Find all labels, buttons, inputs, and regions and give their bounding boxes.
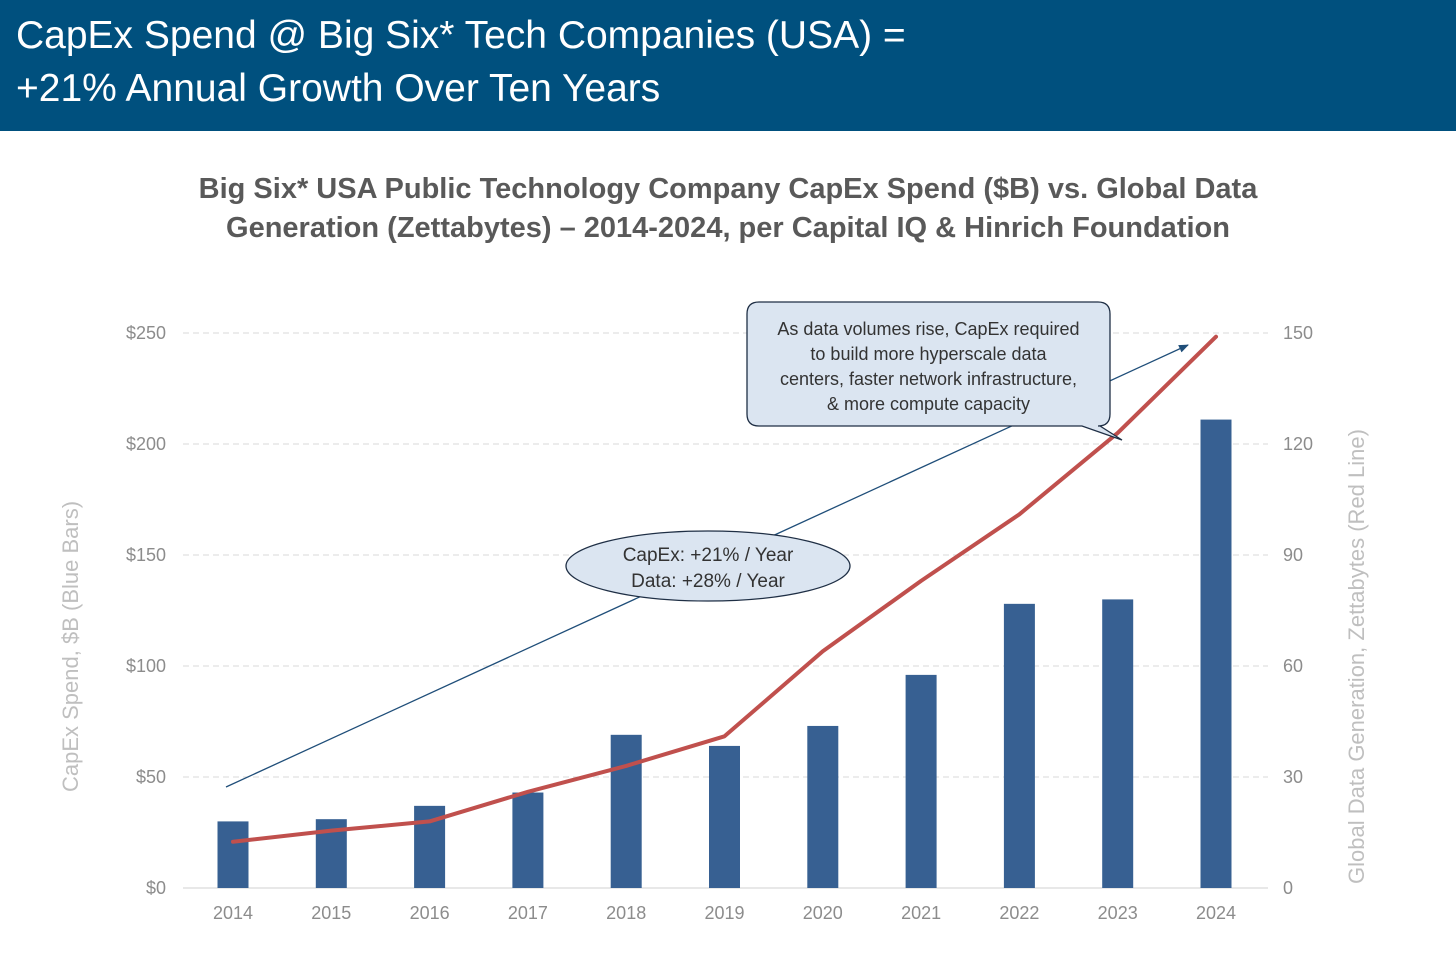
capex-bar [709, 745, 740, 888]
x-tick-label: 2023 [1098, 903, 1138, 923]
capex-bar [807, 725, 839, 888]
y-tick-label: $250 [126, 323, 166, 343]
y2-axis-label: Global Data Generation, Zettabytes (Red … [1344, 429, 1369, 884]
y-tick-label: $150 [126, 545, 166, 565]
y2-tick-label: 60 [1283, 656, 1303, 676]
capex-bar [1200, 419, 1232, 888]
x-tick-label: 2024 [1196, 903, 1236, 923]
callout-text-line: As data volumes rise, CapEx required [777, 319, 1079, 339]
callout-text-line: centers, faster network infrastructure, [780, 369, 1077, 389]
growth-text-line: Data: +28% / Year [631, 571, 785, 592]
x-tick-label: 2018 [606, 903, 646, 923]
y2-tick-label: 90 [1283, 545, 1303, 565]
x-tick-label: 2019 [704, 903, 744, 923]
capex-bar [512, 792, 544, 888]
y2-tick-label: 120 [1283, 434, 1313, 454]
x-tick-label: 2021 [901, 903, 941, 923]
x-tick-label: 2016 [410, 903, 450, 923]
header-title-line-2: +21% Annual Growth Over Ten Years [16, 67, 661, 110]
y-tick-label: $100 [126, 656, 166, 676]
capex-bar [1003, 603, 1035, 888]
y-tick-label: $0 [146, 878, 166, 898]
capex-bar [1102, 599, 1134, 888]
growth-ellipse [565, 530, 851, 602]
x-tick-label: 2020 [803, 903, 843, 923]
x-tick-label: 2022 [999, 903, 1039, 923]
y2-tick-label: 150 [1283, 323, 1313, 343]
x-tick-label: 2017 [508, 903, 548, 923]
x-tick-label: 2015 [311, 903, 351, 923]
y-tick-label: $50 [136, 767, 166, 787]
header-title-line-1: CapEx Spend @ Big Six* Tech Companies (U… [16, 14, 906, 57]
chart-title: Big Six* USA Public Technology Company C… [60, 170, 1396, 248]
chart-title-line-2: Generation (Zettabytes) – 2014-2024, per… [226, 212, 1230, 244]
y2-tick-label: 30 [1283, 767, 1303, 787]
callout-text-line: & more compute capacity [827, 394, 1030, 414]
chart-title-line-1: Big Six* USA Public Technology Company C… [198, 173, 1258, 205]
header-banner: CapEx Spend @ Big Six* Tech Companies (U… [0, 0, 1456, 131]
y-tick-label: $200 [126, 434, 166, 454]
callout-text-line: to build more hyperscale data [810, 344, 1047, 364]
callout-box [746, 301, 1123, 441]
y-axis-label: CapEx Spend, $B (Blue Bars) [58, 501, 83, 792]
growth-text-line: CapEx: +21% / Year [623, 545, 794, 566]
capex-bar [217, 821, 249, 888]
x-tick-label: 2014 [213, 903, 253, 923]
capex-bar [905, 674, 937, 888]
y2-tick-label: 0 [1283, 878, 1293, 898]
capex-bar [610, 734, 642, 888]
data-generation-line [231, 334, 1218, 844]
